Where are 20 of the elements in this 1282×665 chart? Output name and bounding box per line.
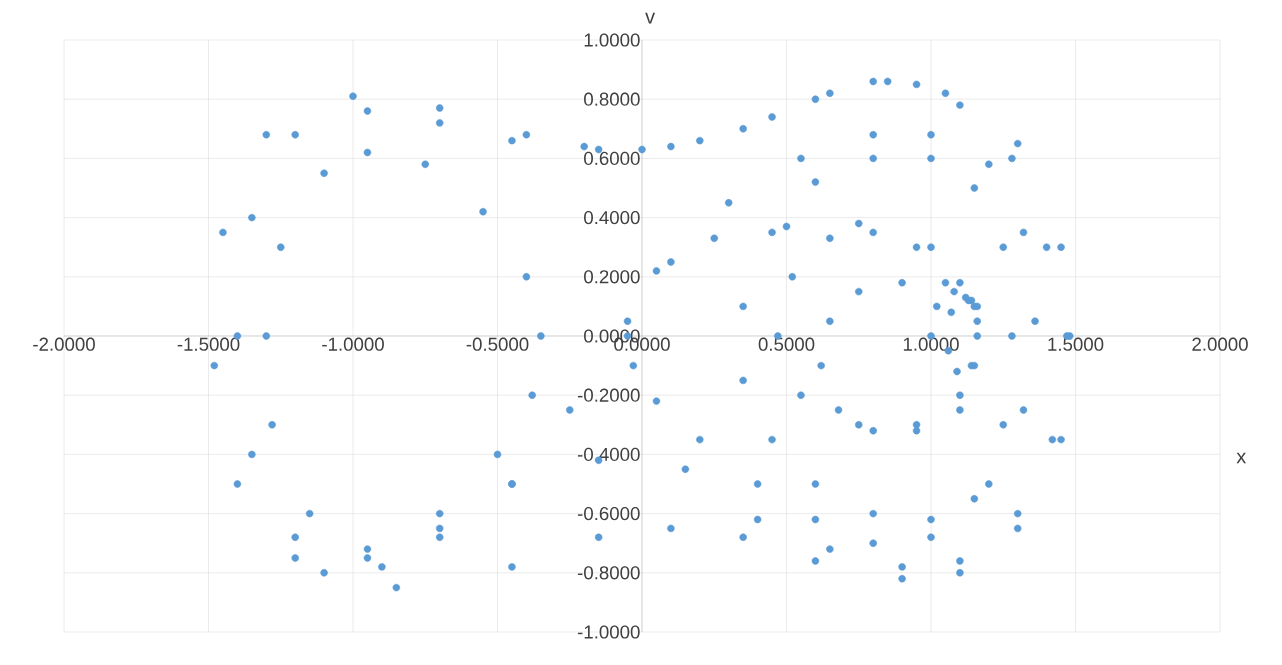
x-tick-label: -2.0000 (33, 337, 95, 351)
y-tick-label: -0.4000 (577, 447, 640, 462)
y-tick-label: -0.6000 (577, 506, 640, 521)
x-tick-label: 2.0000 (1192, 337, 1248, 351)
y-tick-label: 0.2000 (584, 270, 640, 284)
x-tick-label: 1.0000 (903, 337, 959, 351)
y-tick-label: -1.0000 (577, 625, 640, 639)
y-tick-label: 0.6000 (584, 151, 640, 166)
x-tick-label: 0.5000 (758, 337, 815, 351)
y-tick-label: -0.8000 (577, 566, 640, 580)
y-tick-label: 0.4000 (584, 210, 640, 225)
x-tick-label: -0.5000 (466, 337, 529, 351)
y-tick-label: -0.2000 (577, 388, 640, 402)
y-tick-label: 1.0000 (584, 33, 640, 47)
x-axis-title: x (1236, 452, 1247, 464)
x-tick-label: 1.5000 (1048, 337, 1104, 351)
y-axis-title: v (645, 12, 656, 24)
y-tick-label: 0.8000 (584, 92, 640, 106)
x-tick-label: -1.5000 (177, 337, 240, 351)
x-tick-label: -1.0000 (322, 337, 384, 351)
